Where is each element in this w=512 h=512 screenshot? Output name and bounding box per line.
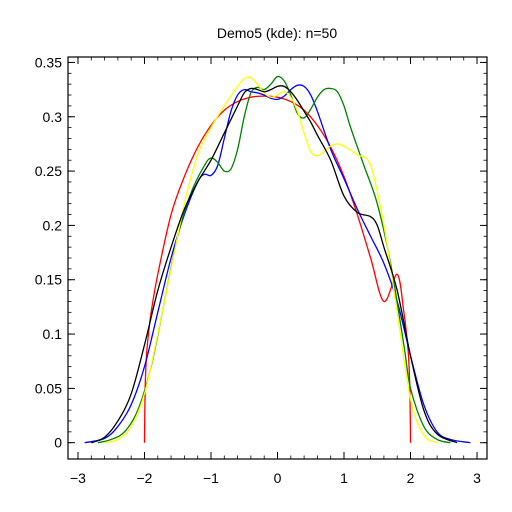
y-tick-label: 0.05	[35, 380, 62, 396]
x-tick-label: −2	[136, 470, 152, 486]
y-tick-label: 0.1	[43, 326, 63, 342]
y-tick-label: 0.15	[35, 272, 62, 288]
x-tick-label: 0	[274, 470, 282, 486]
chart-title: Demo5 (kde): n=50	[217, 25, 337, 41]
y-tick-label: 0.3	[43, 109, 63, 125]
y-tick-label: 0.25	[35, 163, 62, 179]
x-tick-label: −3	[70, 470, 86, 486]
y-tick-label: 0.35	[35, 54, 62, 70]
x-tick-label: 3	[473, 470, 481, 486]
y-tick-label: 0	[54, 435, 62, 451]
x-tick-label: 1	[340, 470, 348, 486]
y-tick-label: 0.2	[43, 217, 63, 233]
x-tick-label: 2	[407, 470, 415, 486]
x-tick-label: −1	[203, 470, 219, 486]
